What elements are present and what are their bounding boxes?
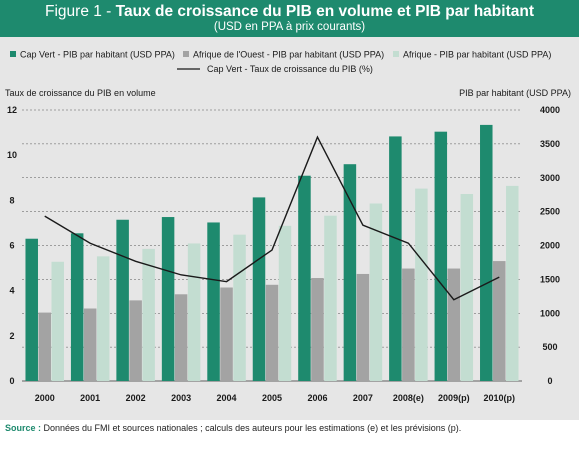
y-tick-left: 4 <box>9 286 14 296</box>
source-note: Source : Données du FMI et sources natio… <box>5 423 461 433</box>
bar <box>252 197 266 381</box>
y-tick-right: 4000 <box>540 105 560 115</box>
y-tick-left: 8 <box>9 195 14 205</box>
x-tick-label: 2001 <box>80 393 100 403</box>
figure-header: Figure 1 - Taux de croissance du PIB en … <box>0 0 579 37</box>
figure-title-text: Taux de croissance du PIB en volume et P… <box>115 3 534 20</box>
y-tick-right: 500 <box>542 342 557 352</box>
bar <box>402 268 415 381</box>
x-tick-label: 2003 <box>171 393 191 403</box>
bar <box>480 124 493 381</box>
y-tick-right: 1500 <box>540 274 560 284</box>
bar <box>116 219 129 381</box>
chart-area: Cap Vert - PIB par habitant (USD PPA) Afr… <box>0 37 579 420</box>
y-tick-right: 3000 <box>540 173 560 183</box>
x-tick-label: 2010(p) <box>484 393 516 403</box>
bar <box>324 215 337 381</box>
bar <box>298 175 311 381</box>
bar <box>96 256 110 381</box>
bar <box>389 136 402 381</box>
figure-subtitle: (USD en PPA à prix courants) <box>213 21 366 33</box>
y-tick-right: 2500 <box>540 207 560 217</box>
y-tick-right: 2000 <box>540 241 560 251</box>
bar <box>265 284 279 381</box>
bar <box>161 217 175 381</box>
x-tick-label: 2004 <box>217 393 237 403</box>
bar <box>434 131 448 381</box>
bar <box>369 203 383 381</box>
y-axis-right-title: PIB par habitant (USD PPA) <box>459 88 571 98</box>
x-tick-label: 2008(e) <box>393 393 424 403</box>
x-tick-label: 2007 <box>353 393 373 403</box>
bar <box>356 273 370 381</box>
legend-label: Cap Vert - Taux de croissance du PIB (%) <box>207 64 373 74</box>
y-tick-left: 12 <box>7 105 17 115</box>
legend-label: Afrique de l'Ouest - PIB par habitant (U… <box>193 50 384 60</box>
bar <box>207 222 220 381</box>
bar <box>460 194 474 381</box>
y-tick-left: 2 <box>9 331 14 341</box>
figure-title: Figure 1 - Taux de croissance du PIB en … <box>0 3 579 20</box>
bar <box>129 300 142 381</box>
bar <box>174 294 188 381</box>
y-axis-left-title: Taux de croissance du PIB en volume <box>5 88 156 98</box>
growth-line <box>44 135 500 301</box>
y-tick-right: 0 <box>547 376 552 386</box>
bar <box>142 248 155 381</box>
bar <box>187 243 201 381</box>
x-tick-label: 2000 <box>35 393 55 403</box>
bar <box>25 238 38 381</box>
legend-label: Cap Vert - PIB par habitant (USD PPA) <box>20 50 175 60</box>
y-tick-left: 6 <box>9 241 14 251</box>
y-tick-left: 10 <box>7 150 17 160</box>
x-tick-label: 2002 <box>126 393 146 403</box>
legend-swatch <box>393 51 399 57</box>
bar <box>447 268 461 381</box>
y-tick-right: 3500 <box>540 139 560 149</box>
bar <box>38 312 51 381</box>
x-tick-label: 2006 <box>307 393 327 403</box>
bar <box>506 185 519 381</box>
source-text: Données du FMI et sources nationales ; c… <box>41 423 462 433</box>
bar <box>493 261 506 381</box>
legend-swatch <box>10 51 16 57</box>
source-label: Source : <box>5 423 42 433</box>
bar <box>220 287 233 381</box>
bar <box>51 261 64 381</box>
x-tick-label: 2009(p) <box>438 393 470 403</box>
x-tick-label: 2005 <box>262 393 282 403</box>
y-tick-left: 0 <box>9 376 14 386</box>
bar <box>343 164 357 381</box>
figure-prefix: Figure 1 - <box>45 3 116 20</box>
bar <box>415 188 428 381</box>
bar <box>70 233 84 381</box>
bar <box>311 278 324 381</box>
y-tick-right: 1000 <box>540 308 560 318</box>
chart-svg: Cap Vert - PIB par habitant (USD PPA) Afr… <box>5 50 571 404</box>
bar <box>233 234 246 381</box>
bar <box>83 308 97 381</box>
bar <box>278 225 292 381</box>
legend-swatch <box>183 51 189 57</box>
legend-label: Afrique - PIB par habitant (USD PPA) <box>403 50 551 60</box>
